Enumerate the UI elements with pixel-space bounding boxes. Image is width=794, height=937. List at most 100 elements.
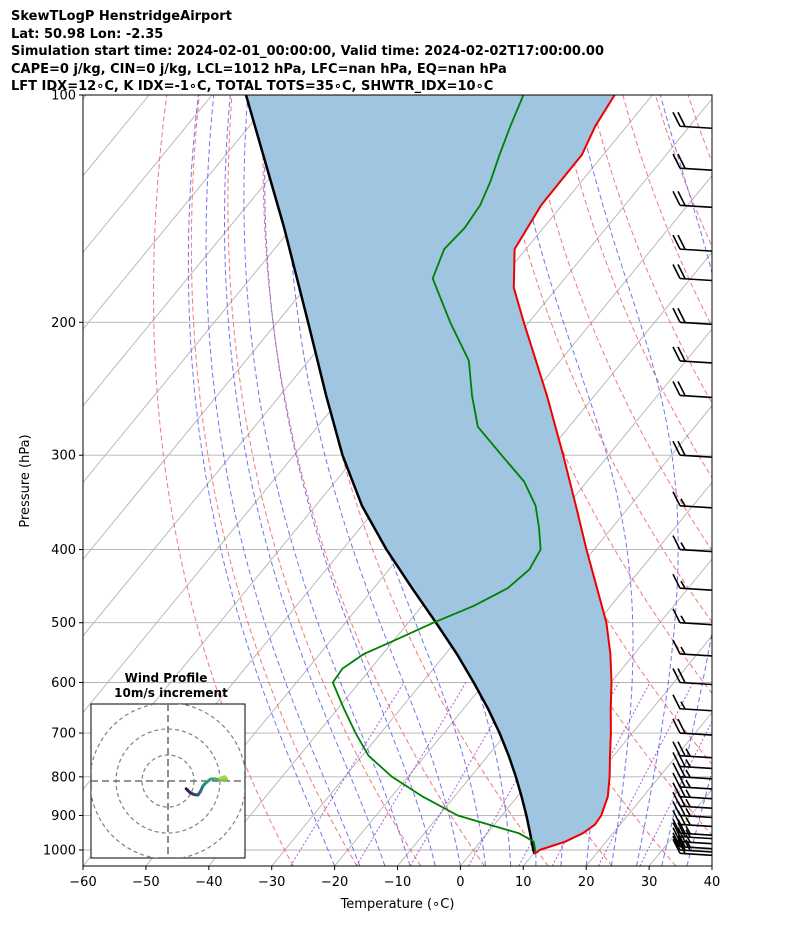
- wind-barb: [672, 822, 713, 840]
- wind-barb-flag: [672, 346, 681, 362]
- x-tick-label: −40: [195, 875, 222, 890]
- dry-adiabat-line: [492, 95, 712, 624]
- wind-barb-half-flag: [680, 646, 686, 655]
- dry-adiabat-line: [753, 95, 794, 866]
- y-tick-label: 700: [51, 727, 76, 742]
- wind-barb-flag: [672, 381, 681, 396]
- isotherm-line: [775, 95, 794, 866]
- wind-barb-half-flag: [685, 748, 691, 757]
- isotherm-line: [648, 788, 712, 866]
- wind-barb-flag: [677, 111, 686, 127]
- cin-shading: [246, 95, 615, 854]
- wind-barb-flag: [672, 832, 681, 848]
- x-tick-label: 20: [578, 875, 595, 890]
- wind-barb-flag: [672, 153, 681, 169]
- moist-adiabat-line: [243, 95, 411, 866]
- wind-barb-flag: [677, 381, 686, 396]
- dry-adiabat-line: [721, 95, 794, 866]
- wind-barb-shaft: [679, 394, 713, 399]
- wind-barb-half-flag: [680, 580, 686, 589]
- wind-barb-shaft: [679, 360, 713, 364]
- wind-barb-flag: [677, 718, 686, 734]
- dry-adiabat-line: [687, 95, 712, 164]
- mixing-ratio-line: [355, 682, 467, 866]
- wind-barb-flag: [672, 818, 681, 834]
- wind-barb-flag: [677, 264, 686, 279]
- wind-barb-shaft: [679, 840, 713, 845]
- x-tick-label: −30: [258, 875, 285, 890]
- wind-barb-shaft: [679, 204, 713, 209]
- x-tick-label: 30: [641, 875, 658, 890]
- wind-barb-flag: [672, 762, 681, 778]
- wind-barb: [672, 307, 713, 326]
- wind-barb-half-flag: [680, 701, 686, 710]
- wind-barb-half-flag: [685, 779, 691, 788]
- dry-adiabat-line: [227, 95, 422, 866]
- x-tick-label: 10: [515, 875, 532, 890]
- y-tick-label: 600: [51, 676, 76, 691]
- wind-barb-shaft: [679, 814, 713, 819]
- x-tick-label: 0: [456, 875, 464, 890]
- y-tick-label: 900: [51, 809, 76, 824]
- moist-adiabat-line: [187, 95, 336, 866]
- wind-barb-flag: [672, 440, 681, 456]
- wind-barb-flag: [672, 264, 681, 279]
- x-tick-label: −50: [132, 875, 159, 890]
- wind-barb: [672, 535, 713, 553]
- wind-barb-shaft: [679, 587, 713, 591]
- wind-barb-shaft: [679, 621, 713, 626]
- wind-barb-half-flag: [685, 759, 691, 767]
- wind-barb-flag: [672, 810, 681, 825]
- wind-barb-flag: [672, 694, 681, 710]
- chart-header: SkewTLogP HenstridgeAirport Lat: 50.98 L…: [11, 8, 604, 96]
- y-tick-label: 300: [51, 449, 76, 464]
- wind-barb-shaft: [679, 504, 713, 509]
- isotherm-line: [711, 865, 712, 866]
- stability-indices-line: LFT IDX=12∘C, K IDX=-1∘C, TOTAL TOTS=35∘…: [11, 79, 494, 94]
- wind-barb-flag: [672, 234, 681, 250]
- isotherm-line: [334, 405, 712, 866]
- wind-barb-flag: [672, 791, 681, 807]
- wind-barb-shaft: [679, 167, 713, 171]
- wind-barb-flag: [672, 822, 681, 837]
- wind-barb-half-flag: [685, 769, 691, 778]
- moist-adiabat-line: [264, 95, 436, 866]
- wind-barb-flag: [677, 307, 686, 323]
- y-tick-label: 100: [51, 89, 76, 104]
- wind-barb: [672, 573, 713, 591]
- time-line: Simulation start time: 2024-02-01_00:00:…: [11, 44, 604, 59]
- temperature-line: [512, 95, 616, 855]
- dry-adiabat-line: [622, 95, 712, 328]
- cin-area: [246, 95, 615, 854]
- wind-barb-flag: [677, 741, 686, 757]
- moist-adiabat-line: [686, 769, 712, 866]
- location-line: Lat: 50.98 Lon: -2.35: [11, 26, 164, 42]
- dry-adiabat-line: [786, 95, 794, 866]
- mixing-ratio-line: [290, 682, 405, 866]
- moist-adiabat-line: [286, 95, 461, 866]
- wind-barb: [672, 153, 713, 171]
- isotherm-line: [83, 95, 339, 407]
- dry-adiabat-line: [190, 95, 358, 866]
- isotherm-line: [83, 95, 276, 330]
- x-tick-label: −20: [321, 875, 348, 890]
- wind-barb-shaft: [679, 786, 713, 790]
- wind-barb-shaft: [679, 732, 713, 736]
- wind-barb-flag: [672, 827, 681, 843]
- wind-barb-flag: [672, 573, 681, 589]
- hodograph-inset: Wind Profile 10m/s increment: [90, 671, 246, 859]
- wind-barb: [672, 668, 713, 686]
- y-tick-label: 500: [51, 616, 76, 631]
- wind-barb-half-flag: [685, 825, 691, 834]
- wind-barb-flag: [677, 822, 686, 837]
- wind-barb-half-flag: [685, 808, 691, 816]
- wind-barb: [672, 827, 713, 845]
- wind-barb: [672, 718, 713, 736]
- wind-barb-half-flag: [685, 839, 691, 848]
- wind-barb-flag: [672, 772, 681, 788]
- wind-barb-shaft: [679, 707, 713, 712]
- wind-barb-flag: [672, 608, 681, 624]
- isotherm-line: [83, 95, 87, 100]
- wind-barb: [672, 190, 713, 209]
- chart-title: SkewTLogP HenstridgeAirport: [11, 9, 232, 24]
